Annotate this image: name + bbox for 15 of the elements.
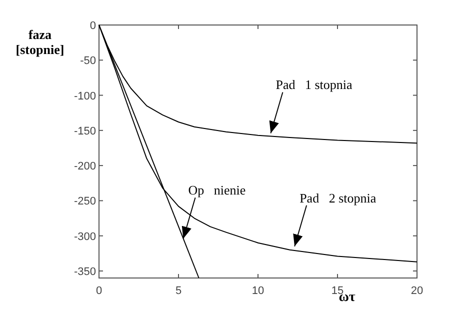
y-tick-label: -200	[74, 160, 96, 173]
y-tick-label: -250	[74, 196, 96, 208]
y-tick-label: -150	[74, 125, 96, 138]
y-tick-label: -300	[74, 230, 96, 243]
annotation: Pad 2 stopnia	[300, 190, 376, 206]
x-tick-label: 10	[252, 285, 264, 297]
y-axis-title: faza [stopnie]	[16, 27, 64, 57]
y-tick-label: 0	[90, 20, 96, 32]
y-tick-label: -350	[74, 266, 96, 278]
y-tick-label: -50	[80, 55, 96, 68]
annotation: Op nienie	[188, 182, 246, 198]
x-tick-label: 20	[410, 285, 424, 297]
x-tick-label: 5	[175, 285, 182, 297]
y-tick-label: -100	[74, 90, 96, 102]
annotation: Pad 1 stopnia	[276, 77, 353, 92]
